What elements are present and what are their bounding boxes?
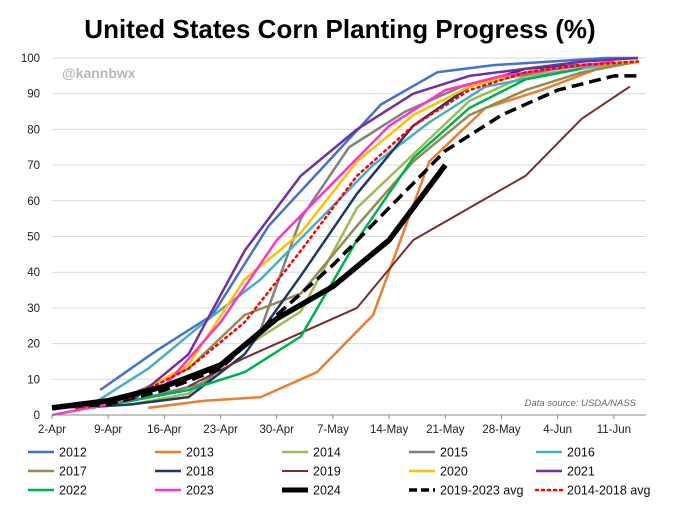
y-tick-label: 70 <box>27 160 40 172</box>
series-line-2022 <box>75 67 583 410</box>
series-line-2020 <box>75 60 639 410</box>
x-tick-label: 2-Apr <box>38 424 66 436</box>
x-tick-label: 14-May <box>370 424 409 436</box>
series-line-2017 <box>75 60 639 410</box>
y-tick-label: 0 <box>34 410 40 422</box>
x-tick-label: 28-May <box>482 424 521 436</box>
y-tick-label: 100 <box>21 53 40 65</box>
series-line-2016 <box>91 60 639 406</box>
series-line-2014-2018-avg <box>74 60 640 410</box>
y-tick-label: 40 <box>27 267 40 279</box>
series-line-2019-2023-avg <box>51 74 638 410</box>
x-axis-ticks: 2-Apr 9-Apr 16-Apr 23-Apr 30-Apr 7-May 14-May 2… <box>38 415 631 436</box>
series-line-2019 <box>188 85 631 388</box>
legend-label: 2023 <box>186 484 214 498</box>
chart-title: United States Corn Planting Progress (%) <box>84 14 595 44</box>
legend-label: 2024 <box>313 484 341 498</box>
x-tick-label: 23-Apr <box>203 424 238 436</box>
legend: 2012 2013 2014 2015 2016 2017 2018 2019 2020 2021… <box>28 446 650 498</box>
y-axis-ticks: 0 10 20 30 40 50 60 70 80 90 100 <box>21 53 40 422</box>
legend-label: 2022 <box>59 484 87 498</box>
legend-label: 2016 <box>567 446 595 460</box>
y-tick-label: 50 <box>27 232 40 244</box>
grid-lines <box>52 57 646 380</box>
x-tick-label: 30-Apr <box>259 424 294 436</box>
legend-label: 2019-2023 avg <box>440 484 523 498</box>
legend-label: 2017 <box>59 465 87 479</box>
legend-label: 2019 <box>313 465 341 479</box>
y-tick-label: 80 <box>27 124 40 136</box>
source-note: Data source: USDA/NASS <box>525 398 637 409</box>
x-tick-label: 21-May <box>426 424 465 436</box>
x-tick-label: 4-Jun <box>543 424 572 436</box>
legend-label: 2014 <box>313 446 341 460</box>
legend-label: 2014-2018 avg <box>567 484 650 498</box>
y-tick-label: 20 <box>27 339 40 351</box>
x-tick-label: 16-Apr <box>147 424 182 436</box>
y-tick-label: 30 <box>27 303 40 315</box>
x-tick-label: 7-May <box>317 424 349 436</box>
series-line-2024 <box>51 163 448 411</box>
y-tick-label: 60 <box>27 196 40 208</box>
series-lines <box>51 56 640 417</box>
series-line-2023 <box>51 60 615 417</box>
x-tick-label: 9-Apr <box>94 424 122 436</box>
legend-label: 2013 <box>186 446 214 460</box>
legend-label: 2015 <box>440 446 468 460</box>
y-tick-label: 90 <box>27 89 40 101</box>
series-line-2021 <box>75 56 639 410</box>
series-line-2018 <box>76 60 639 410</box>
watermark: @kannbwx <box>62 65 136 81</box>
series-line-2012 <box>99 56 638 392</box>
series-line-2013 <box>148 60 639 410</box>
y-tick-label: 10 <box>27 374 40 386</box>
legend-label: 2012 <box>59 446 87 460</box>
legend-label: 2018 <box>186 465 214 479</box>
series-line-2014 <box>76 60 639 410</box>
x-tick-label: 11-Jun <box>597 424 631 436</box>
legend-label: 2020 <box>440 465 468 479</box>
legend-label: 2021 <box>567 465 595 479</box>
